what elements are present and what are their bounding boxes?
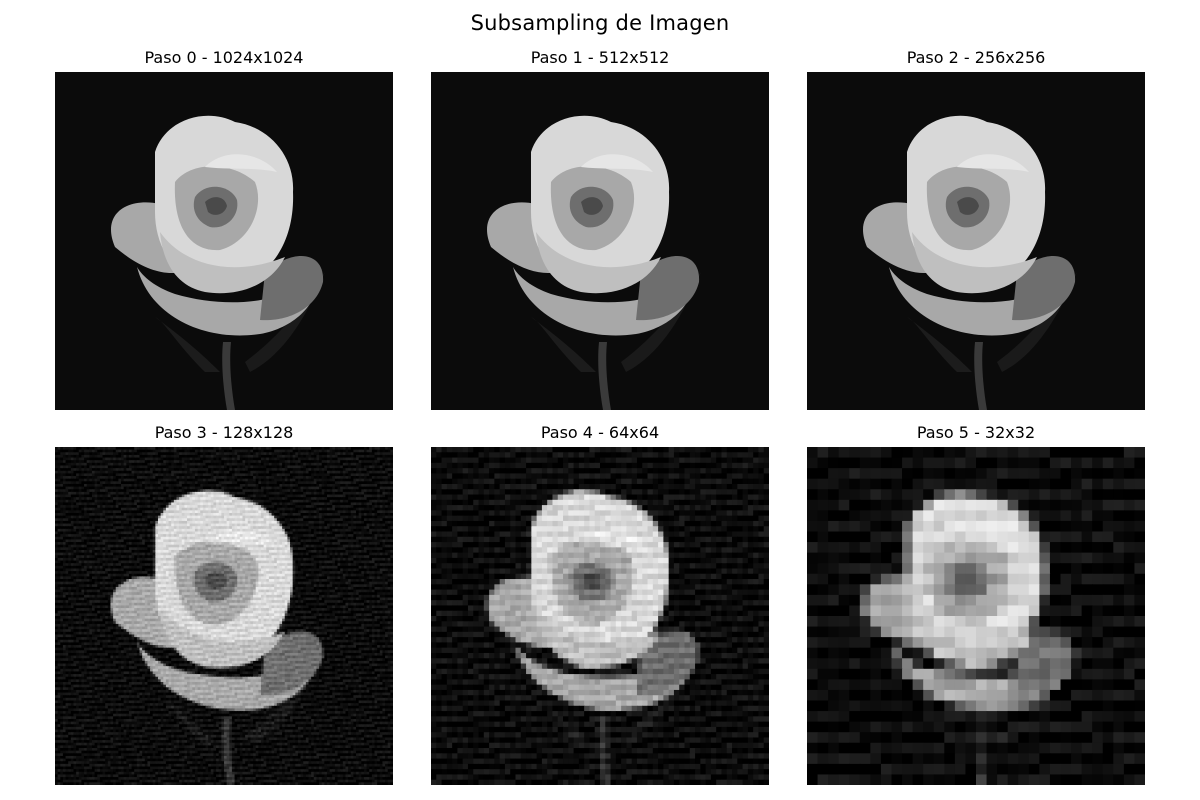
panel-title: Paso 2 - 256x256 — [807, 48, 1145, 67]
figure-suptitle: Subsampling de Imagen — [0, 11, 1200, 35]
rose-image — [55, 447, 393, 785]
rose-image — [431, 72, 769, 410]
panel-title: Paso 4 - 64x64 — [431, 423, 769, 442]
rose-image — [807, 447, 1145, 785]
rose-image — [55, 72, 393, 410]
panel-title: Paso 0 - 1024x1024 — [55, 48, 393, 67]
panel-title: Paso 3 - 128x128 — [55, 423, 393, 442]
rose-image — [807, 72, 1145, 410]
panel-title: Paso 1 - 512x512 — [431, 48, 769, 67]
rose-image — [431, 447, 769, 785]
panel-title: Paso 5 - 32x32 — [807, 423, 1145, 442]
